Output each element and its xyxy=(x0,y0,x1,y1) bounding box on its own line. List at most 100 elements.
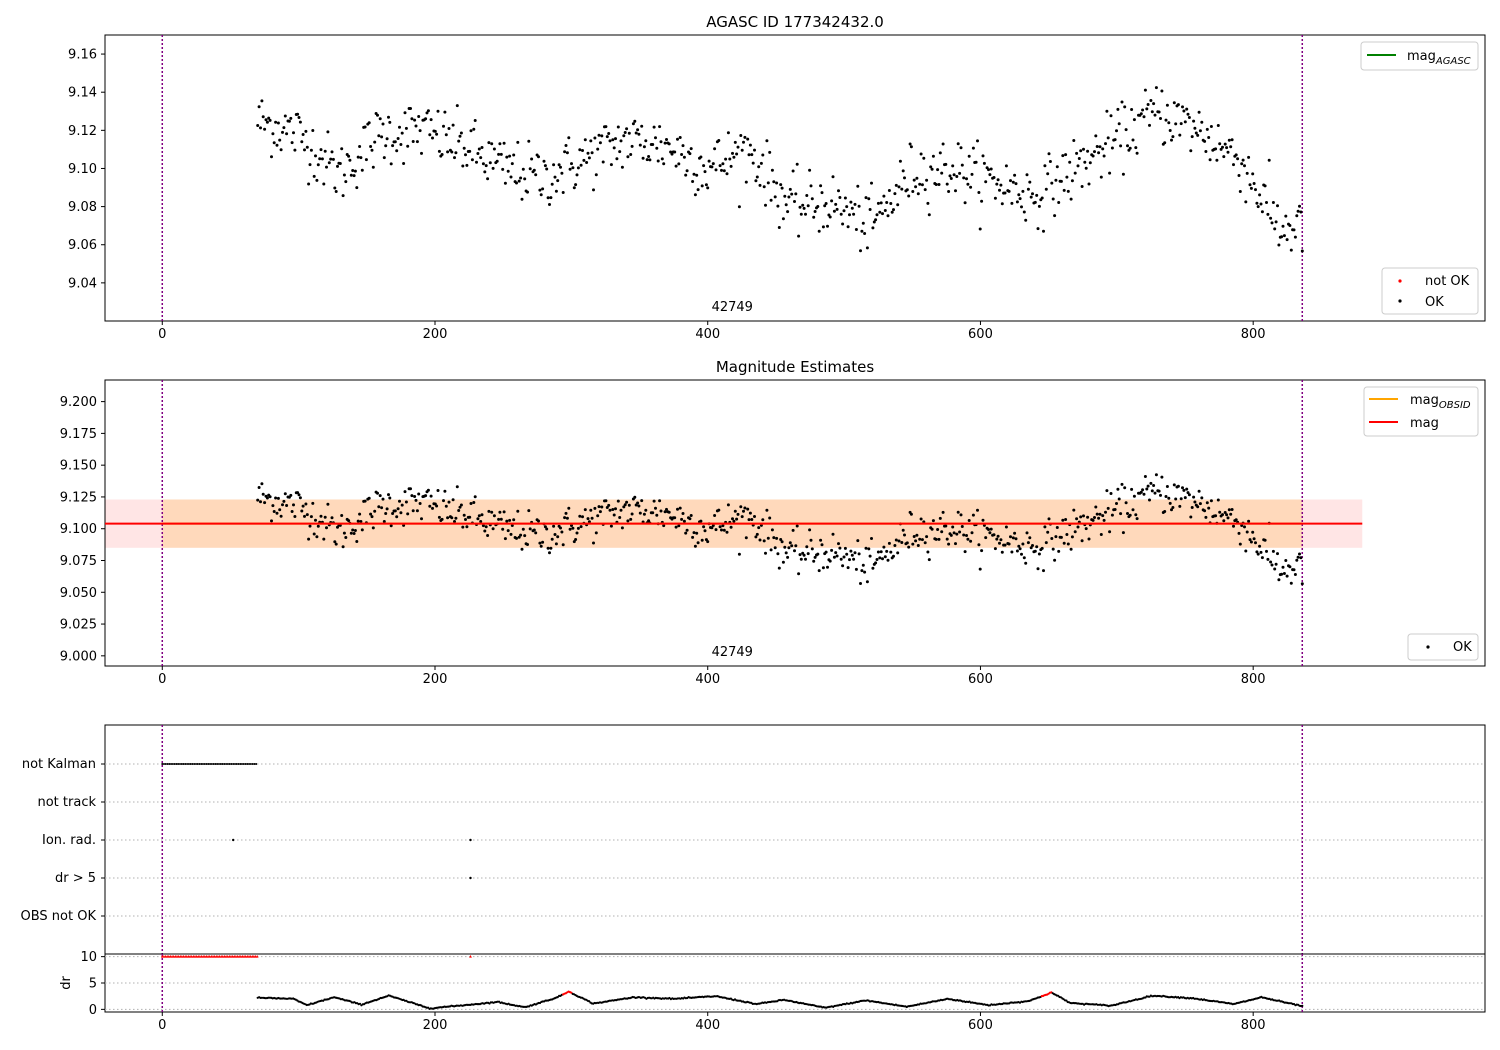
data-point xyxy=(1170,138,1173,142)
data-point xyxy=(314,518,317,522)
data-point xyxy=(1013,173,1017,177)
data-point xyxy=(977,191,981,194)
data-point xyxy=(1285,238,1289,242)
data-point xyxy=(1276,204,1279,208)
data-point xyxy=(437,515,441,519)
dr-clipped-marker xyxy=(255,955,259,958)
data-point xyxy=(645,158,649,162)
data-point xyxy=(1009,535,1012,539)
data-point xyxy=(849,200,853,204)
data-point xyxy=(292,131,295,135)
flag-point xyxy=(237,763,240,765)
flag-point xyxy=(210,763,213,765)
data-point xyxy=(784,203,788,207)
flag-point xyxy=(179,763,181,765)
data-point xyxy=(633,119,637,123)
data-point xyxy=(958,530,962,534)
data-point xyxy=(765,508,769,512)
dr-point xyxy=(1301,1004,1304,1008)
data-point xyxy=(627,503,631,507)
data-point xyxy=(1181,105,1184,109)
data-point xyxy=(348,158,352,162)
data-point xyxy=(852,557,856,561)
y-tick-label: 9.075 xyxy=(60,554,97,569)
data-point xyxy=(652,499,656,503)
data-point xyxy=(290,141,294,145)
data-point xyxy=(658,125,662,129)
data-point xyxy=(1082,514,1085,518)
data-point xyxy=(999,183,1003,187)
data-point xyxy=(358,512,362,516)
data-point xyxy=(583,508,587,512)
data-point xyxy=(1017,193,1021,197)
data-point xyxy=(548,551,551,555)
data-point xyxy=(714,168,718,172)
data-point xyxy=(359,520,363,523)
data-point xyxy=(682,155,686,159)
data-point xyxy=(819,184,823,188)
data-point xyxy=(726,503,730,507)
legend-frame xyxy=(1381,267,1479,315)
y-tick-label: 9.04 xyxy=(68,276,97,291)
data-point xyxy=(539,193,543,197)
data-point xyxy=(848,558,851,562)
y-tick-label: 5 xyxy=(89,977,97,992)
data-point xyxy=(263,501,267,505)
data-point xyxy=(308,163,312,167)
data-point xyxy=(926,550,930,554)
flag-point xyxy=(198,763,201,765)
data-point xyxy=(399,511,403,515)
legend-label: magAGASC xyxy=(1407,49,1471,67)
data-point xyxy=(1084,527,1088,531)
data-point xyxy=(612,146,616,150)
data-point xyxy=(744,536,748,540)
data-point xyxy=(820,543,824,547)
data-point xyxy=(929,165,933,169)
data-point xyxy=(455,485,459,489)
data-point xyxy=(539,544,543,548)
data-point xyxy=(358,145,362,148)
data-point xyxy=(1172,483,1176,487)
data-point xyxy=(552,163,556,167)
data-point xyxy=(854,567,858,571)
data-point xyxy=(413,118,417,122)
data-point xyxy=(618,516,622,519)
data-point xyxy=(768,150,772,154)
data-point xyxy=(799,212,803,216)
data-point xyxy=(987,528,990,531)
data-point xyxy=(965,177,968,181)
data-point xyxy=(1088,161,1092,165)
data-point xyxy=(270,155,273,159)
data-point xyxy=(594,173,598,177)
data-point xyxy=(515,536,518,540)
flag-point xyxy=(221,763,224,765)
data-point xyxy=(993,547,997,551)
data-point xyxy=(1062,188,1066,192)
data-point xyxy=(914,539,918,543)
data-point xyxy=(429,118,433,122)
data-point xyxy=(714,528,718,532)
data-point xyxy=(791,169,795,173)
legend-label-ok: OK xyxy=(1453,640,1472,655)
data-point xyxy=(813,210,817,213)
data-point xyxy=(923,188,927,192)
data-point xyxy=(505,155,509,159)
data-point xyxy=(720,528,723,532)
data-point xyxy=(534,531,538,535)
data-point xyxy=(322,182,326,186)
data-point xyxy=(861,221,865,225)
data-point xyxy=(486,177,490,181)
data-point xyxy=(275,511,279,515)
data-point xyxy=(281,130,284,134)
data-point xyxy=(1189,515,1193,519)
data-point xyxy=(311,501,315,505)
data-point xyxy=(876,201,880,205)
data-point xyxy=(911,190,915,193)
data-point xyxy=(344,180,348,184)
data-point xyxy=(1130,108,1134,111)
data-point xyxy=(927,558,931,562)
y-tick-label: 9.025 xyxy=(60,618,97,633)
data-point xyxy=(845,205,849,209)
data-point xyxy=(1215,158,1219,162)
data-point xyxy=(461,525,465,529)
